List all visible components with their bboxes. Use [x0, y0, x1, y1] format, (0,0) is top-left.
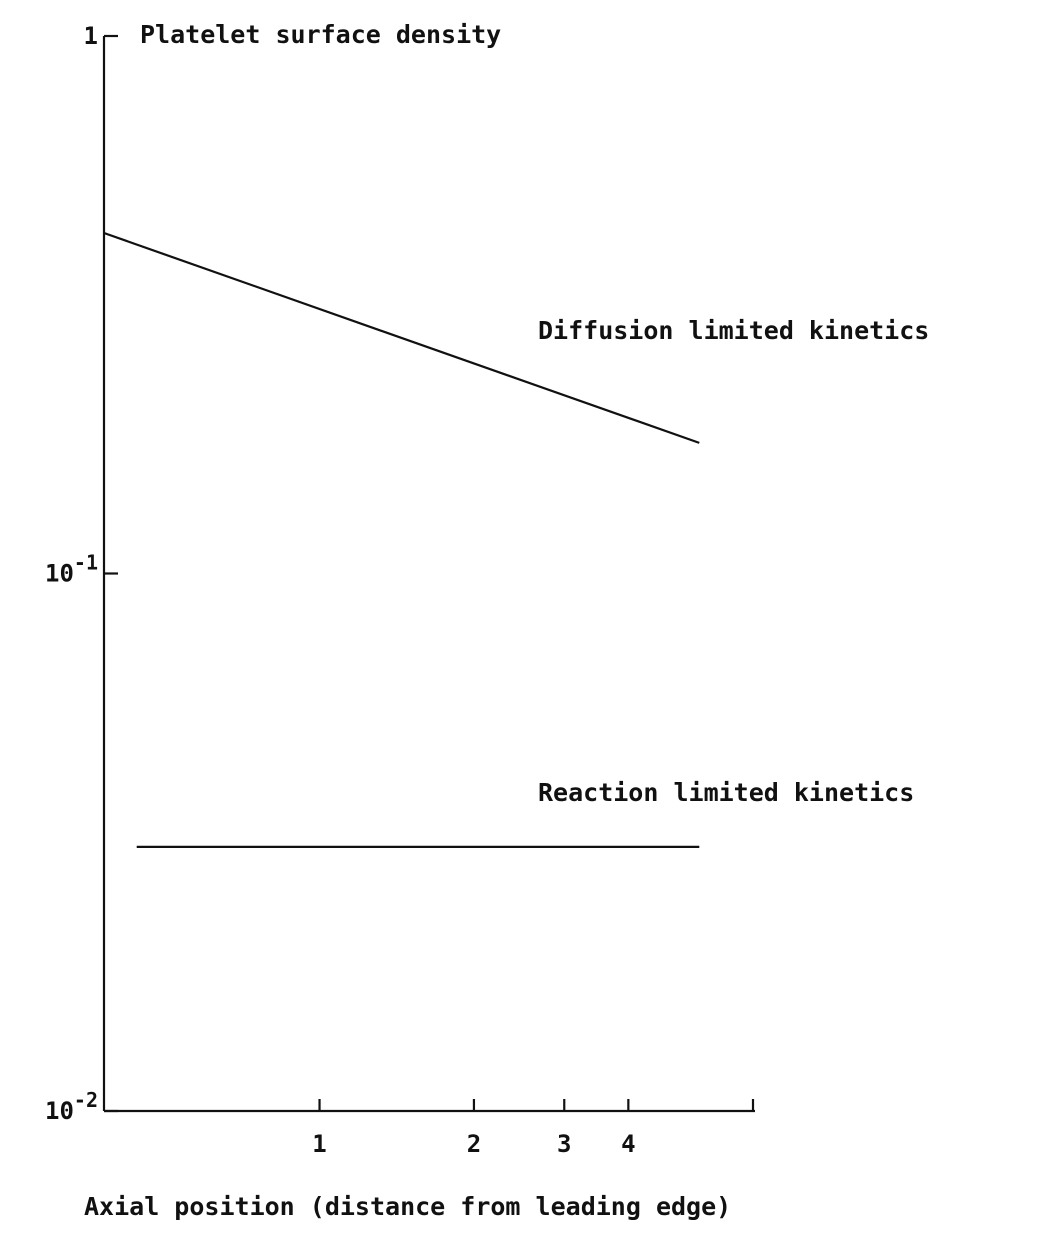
x-tick-label: 1 — [312, 1130, 326, 1158]
x-ticks: 1 2 3 4 — [312, 1099, 636, 1158]
y-tick-label: 10-2 — [45, 1088, 98, 1125]
y-tick-base: 10 — [45, 1097, 74, 1125]
y-axis-title: Platelet surface density — [140, 20, 501, 49]
y-tick-label: 10-1 — [45, 551, 98, 588]
y-tick-base: 1 — [84, 22, 98, 50]
series-group: Diffusion limited kinetics Reaction limit… — [103, 231, 929, 849]
x-tick-label: 3 — [557, 1130, 571, 1158]
y-ticks: 110-110-2 — [45, 22, 118, 1125]
y-tick-label: 1 — [84, 22, 98, 50]
x-tick-label: 4 — [621, 1130, 635, 1158]
series-line — [103, 231, 700, 444]
y-tick-exponent: -2 — [74, 1088, 98, 1112]
y-tick-exponent: -1 — [74, 551, 98, 575]
axes — [102, 36, 755, 1113]
x-tick-label: 2 — [467, 1130, 481, 1158]
series-label: Diffusion limited kinetics — [538, 316, 929, 345]
y-tick-base: 10 — [45, 560, 74, 588]
series-label: Reaction limited kinetics — [538, 778, 914, 807]
x-axis-title: Axial position (distance from leading ed… — [84, 1192, 731, 1221]
